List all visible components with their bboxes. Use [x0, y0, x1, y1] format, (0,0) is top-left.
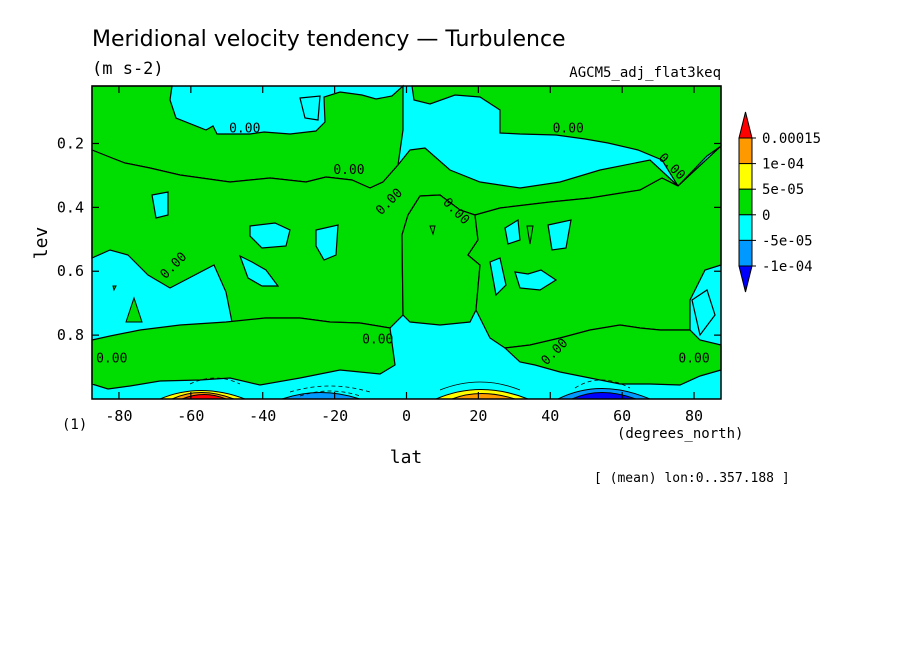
x-tick-label: -40: [249, 407, 276, 425]
contour-label: 0.00: [229, 122, 260, 137]
surface-extrema: [159, 377, 651, 400]
y-axis-title: lev: [31, 227, 52, 260]
contour-label: 0.00: [96, 351, 127, 366]
colorbar-bottom-arrow: [738, 265, 753, 293]
contour-island-6: [547, 219, 572, 251]
colorbar-level-label: 5e-05: [762, 182, 804, 198]
contour-label: 0.00: [553, 122, 584, 137]
x-tick-label: -20: [321, 407, 348, 425]
footer-note: [ (mean) lon:0..357.188 ]: [594, 471, 790, 486]
colorbar-band: [738, 239, 753, 267]
colorbar: 0.00015 1e-04 5e-05 0 -5e-05 -1e-04: [738, 111, 821, 293]
colorbar-level-label: 0.00015: [762, 131, 821, 147]
contour-island-1: [249, 222, 291, 249]
contour-region-upper-right: [411, 85, 722, 187]
colorbar-band: [738, 163, 753, 190]
contour-island-7: [489, 257, 507, 297]
contour-island-4: [151, 191, 169, 219]
contour-island-8: [514, 269, 558, 291]
x-tick-label: 0: [402, 407, 411, 425]
x-tick-label: 40: [541, 407, 559, 425]
contour-speck-1: [125, 296, 143, 323]
x-tick-label: -80: [105, 407, 132, 425]
contour-island-2: [238, 254, 280, 287]
contour-island-9: [691, 289, 716, 337]
surface-dashed-contour-5: [574, 379, 631, 389]
contour-region-lower-left: [91, 317, 396, 390]
colorbar-band: [738, 188, 753, 216]
small-features: [112, 225, 534, 323]
surface-dashed-contour-2: [289, 385, 371, 393]
axes: -80 -60 -40 -20 0 20 40 60 80 0.2 0.4 0.6 0.8: [57, 86, 721, 425]
plot-area: [91, 84, 722, 400]
surface-dashed-contour-3: [299, 390, 361, 397]
y-tick-label: 0.4: [57, 198, 84, 216]
contour-island-10: [299, 95, 321, 121]
contour-island-5: [504, 218, 521, 245]
colorbar-level-label: -5e-05: [762, 233, 813, 249]
colorbar-level-label: 0: [762, 208, 770, 224]
contour-label: 0.00: [333, 163, 364, 178]
contour-label: 0.00: [362, 332, 393, 347]
contour-island-3: [315, 224, 339, 261]
x-tick-label: 60: [613, 407, 631, 425]
contour-speck-4: [112, 285, 117, 292]
x-tick-label: 80: [685, 407, 703, 425]
colorbar-top-arrow: [738, 111, 753, 139]
y-tick-label: 0.2: [57, 134, 84, 152]
colorbar-band: [738, 137, 753, 165]
dataset-label: AGCM5_adj_flat3keq: [569, 65, 721, 81]
colorbar-level-label: -1e-04: [762, 259, 813, 275]
y-tick-label: 0.8: [57, 326, 84, 344]
x-axis-units: (degrees_north): [617, 426, 743, 442]
y-tick-label: 0.6: [57, 262, 84, 280]
surface-contour-4: [439, 381, 521, 391]
y-axis-unit: (1): [62, 417, 87, 433]
chart-title: Meridional velocity tendency — Turbulenc…: [92, 27, 566, 52]
contour-label: 0.00: [678, 351, 709, 366]
colorbar-band: [738, 214, 753, 241]
positive-regions: [91, 84, 722, 390]
x-tick-label: 20: [469, 407, 487, 425]
x-axis-title: lat: [390, 447, 423, 468]
chart-units: (m s-2): [92, 59, 164, 79]
colorbar-level-label: 1e-04: [762, 157, 804, 173]
contour-speck-3: [526, 225, 534, 245]
negative-islands: [151, 95, 716, 337]
x-tick-label: -60: [177, 407, 204, 425]
contour-speck-2: [429, 225, 436, 236]
